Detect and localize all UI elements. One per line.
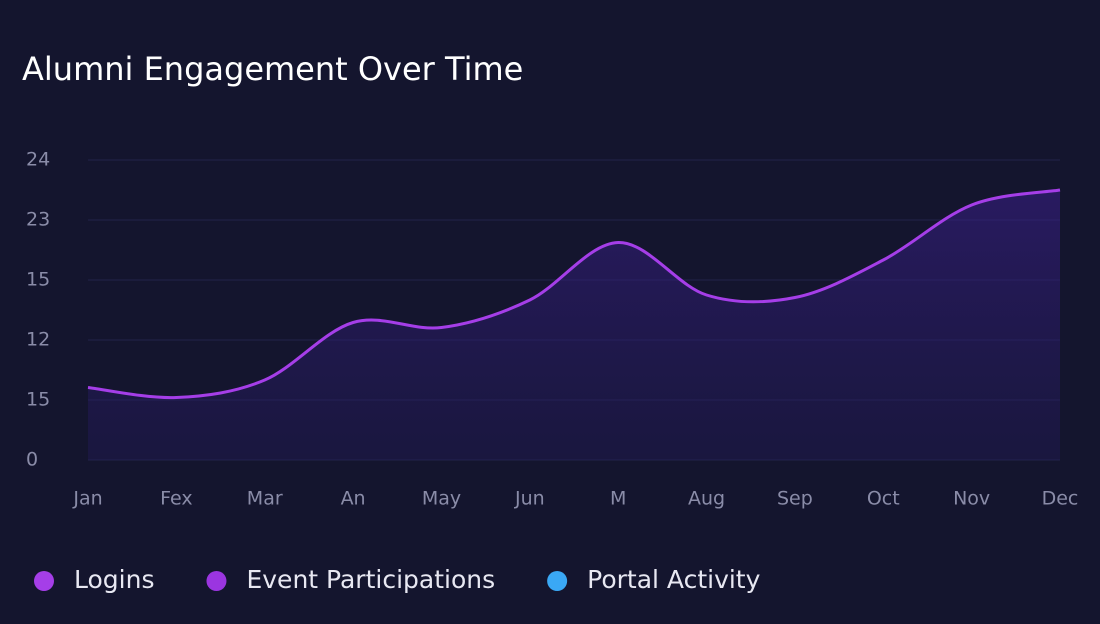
x-tick-label: May <box>422 488 461 510</box>
y-tick-label: 24 <box>26 149 50 171</box>
x-tick-label: Sep <box>777 488 813 510</box>
y-tick-label: 15 <box>26 389 50 411</box>
legend-label: Event Participations <box>246 565 495 594</box>
x-tick-label: M <box>610 488 626 510</box>
legend-marker <box>206 571 227 591</box>
x-tick-label: Dec <box>1042 488 1079 510</box>
area <box>88 190 1060 460</box>
x-tick-label: An <box>341 488 366 510</box>
legend-label: Logins <box>74 565 154 594</box>
x-tick-label: Aug <box>688 488 725 510</box>
x-tick-label: Jan <box>72 488 102 510</box>
x-tick-label: Jun <box>514 488 545 510</box>
x-tick-label: Mar <box>247 488 283 510</box>
x-tick-label: Nov <box>953 488 990 510</box>
line <box>87 188 1061 400</box>
x-tick-label: Fex <box>160 488 193 510</box>
y-tick-label: 15 <box>26 269 50 291</box>
legend-label: Portal Activity <box>587 565 760 594</box>
y-tick-label: 23 <box>26 209 50 231</box>
y-tick-label: 12 <box>26 329 50 351</box>
y-tick-label: 0 <box>26 449 38 471</box>
legend-marker <box>547 571 568 591</box>
x-tick-label: Oct <box>867 488 900 510</box>
legend-marker <box>34 571 54 591</box>
chart-title: Alumni Engagement Over Time <box>22 50 523 88</box>
